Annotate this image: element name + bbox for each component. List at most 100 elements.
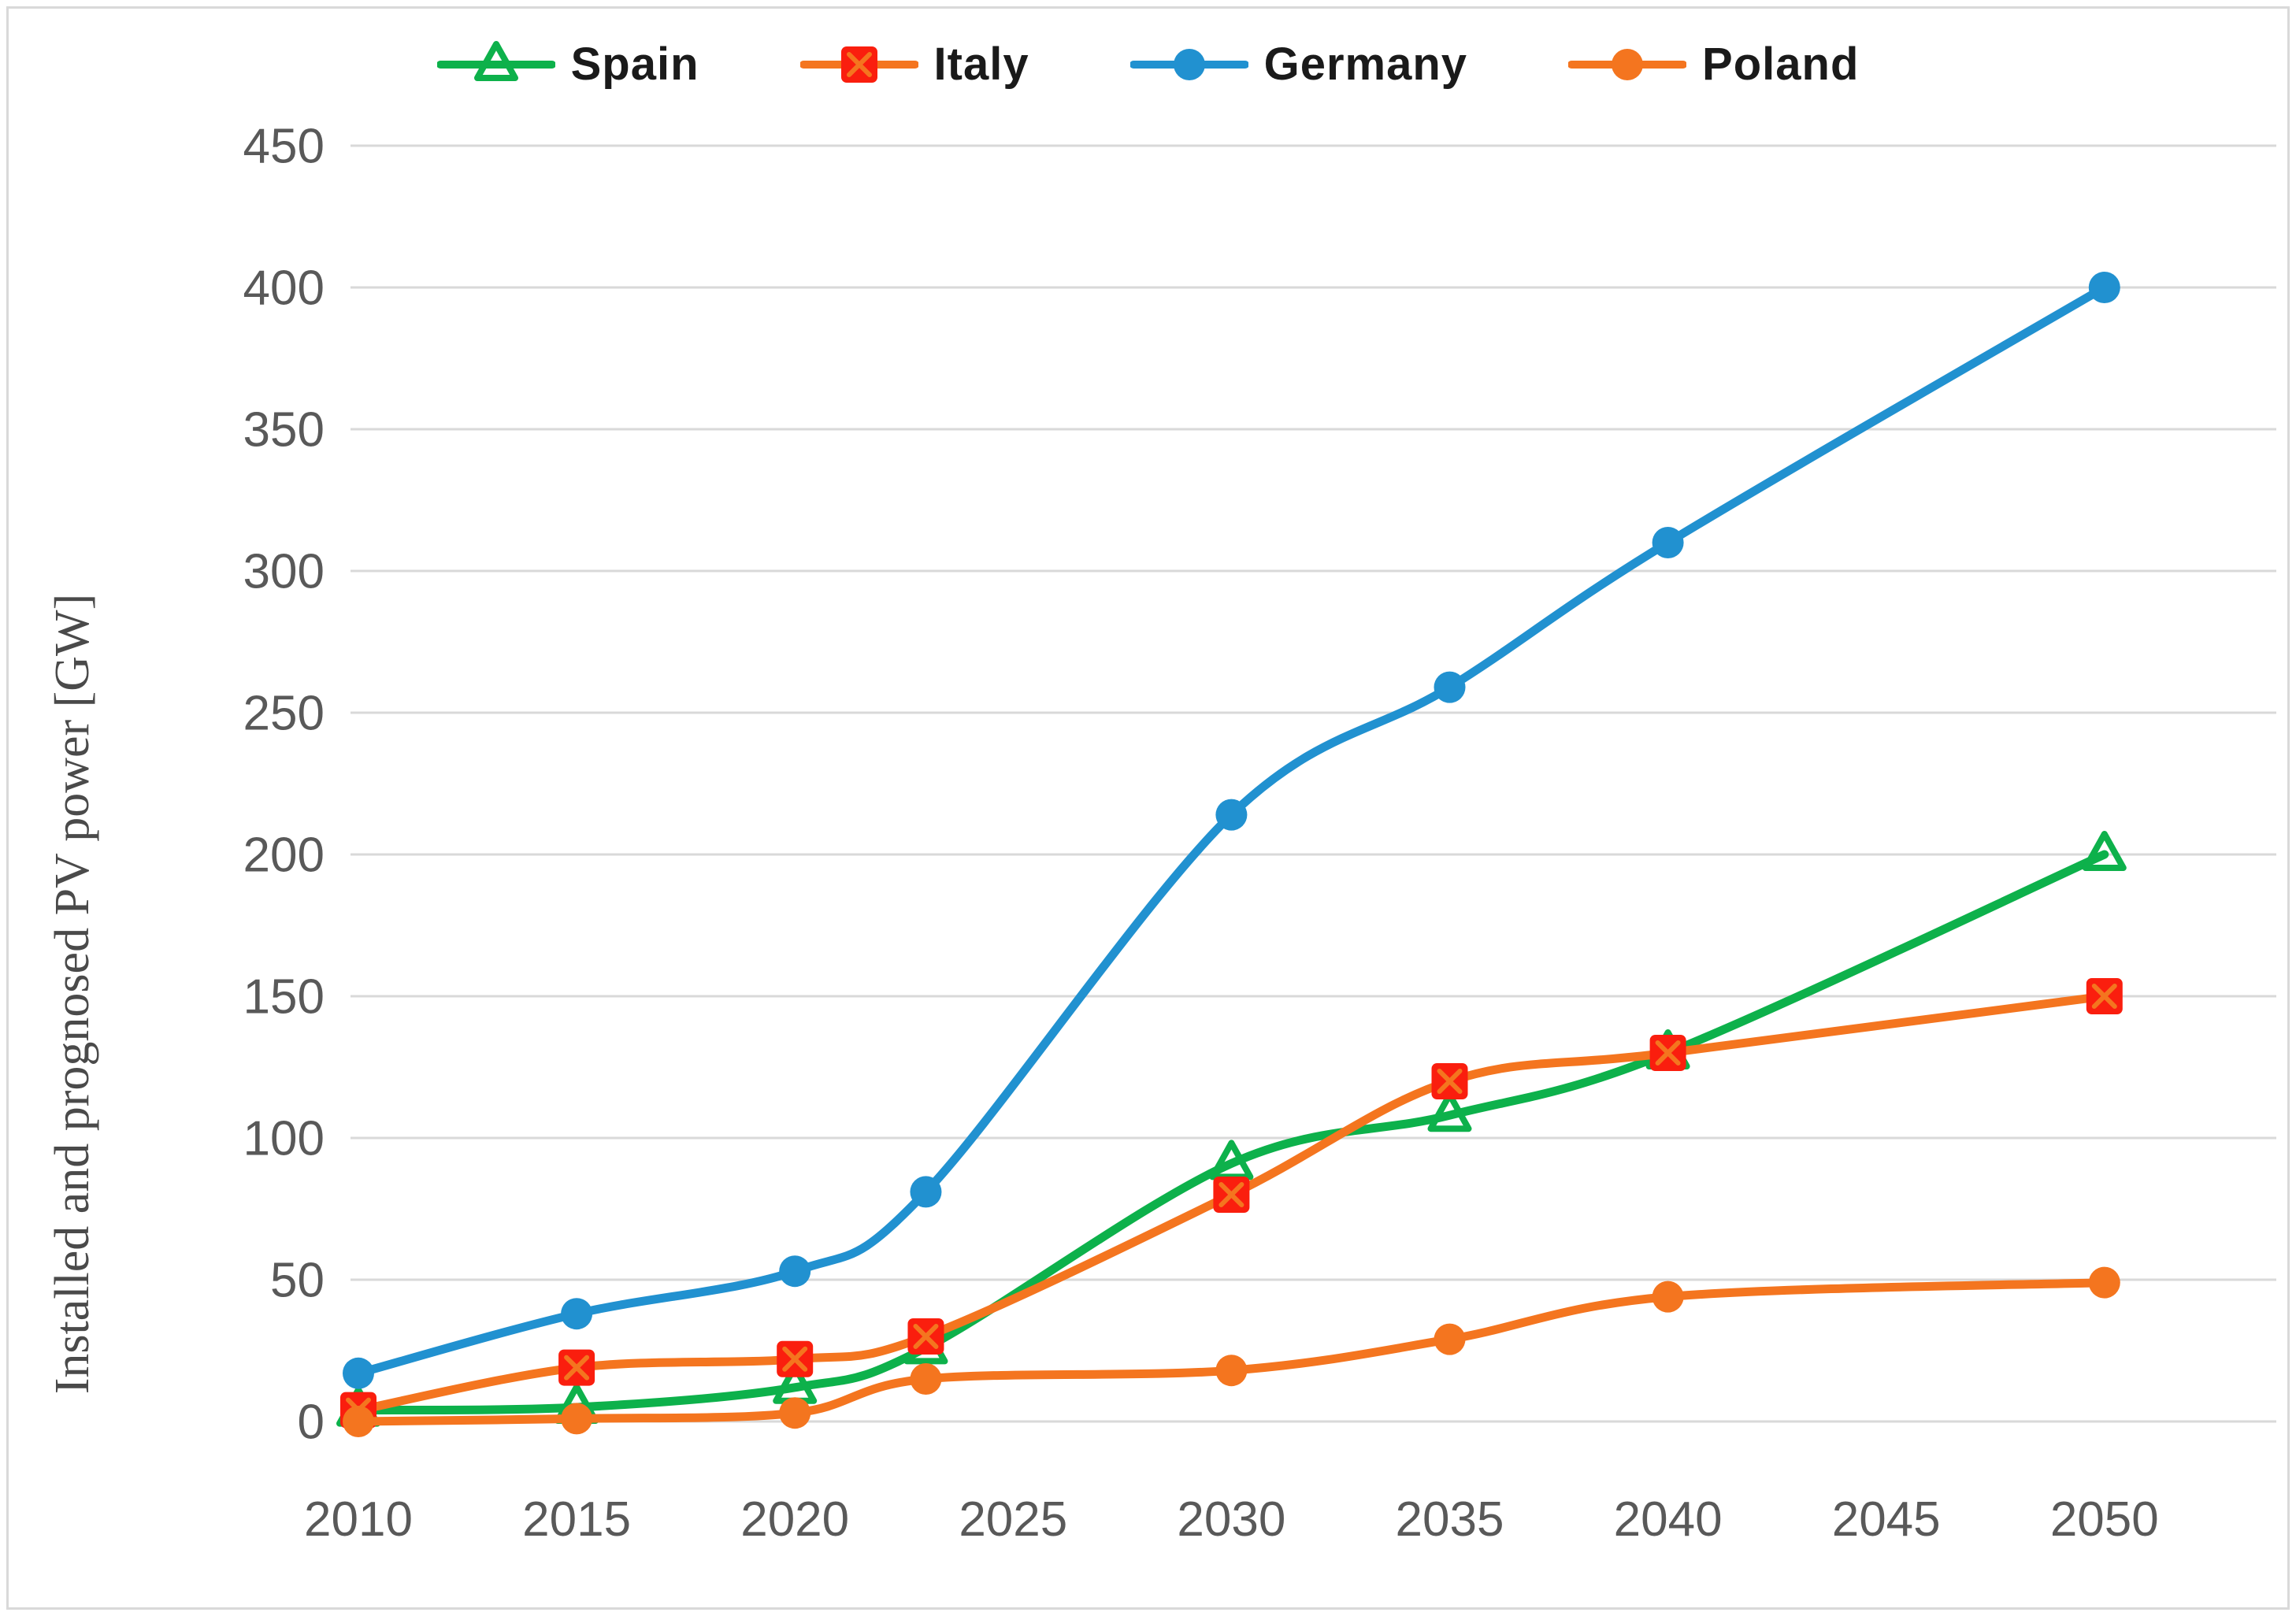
marker-spain-2050	[2082, 831, 2127, 871]
y-axis-tick-labels: 0 50 100 150 200 250 300 350 400 450	[243, 120, 325, 1450]
y-tick-label: 50	[270, 1254, 325, 1308]
marker-germany-2010	[343, 1357, 374, 1389]
y-tick-label: 350	[243, 403, 325, 458]
marker-italy-2035	[1431, 1063, 1468, 1099]
x-tick-label: 2045	[1832, 1492, 1941, 1547]
marker-germany-2015	[561, 1298, 593, 1330]
x-tick-label: 2010	[304, 1492, 413, 1547]
triangle-marker	[473, 40, 518, 81]
marker-germany-2023	[910, 1176, 942, 1208]
circle-marker	[1652, 527, 1684, 558]
marker-poland-2040	[1652, 1281, 1684, 1313]
x-tick-label: 2030	[1177, 1492, 1285, 1547]
circle-marker	[561, 1403, 593, 1435]
y-tick-label: 400	[243, 261, 325, 316]
marker-italy-2023	[907, 1318, 944, 1355]
chart-legend: Spain Italy Germany Poland	[0, 38, 2296, 91]
circle-marker	[1215, 1355, 1248, 1387]
circle-marker	[1434, 671, 1466, 703]
circle-marker	[561, 1298, 593, 1330]
x-tick-label: 2025	[959, 1492, 1067, 1547]
x-glyph	[846, 51, 872, 77]
series-line-poland	[354, 1278, 2109, 1426]
x-glyph	[564, 1355, 590, 1381]
x-axis-tick-labels: 2010 2015 2020 2025 2030 2035 2040 2045 2050	[304, 1492, 2159, 1547]
circle-marker	[343, 1357, 374, 1389]
legend-item-germany: Germany	[1129, 38, 1468, 91]
circle-marker	[1173, 48, 1205, 80]
y-tick-label: 450	[243, 120, 325, 174]
marker-poland-2015	[561, 1403, 593, 1435]
circle-marker	[779, 1397, 811, 1429]
y-tick-label: 300	[243, 545, 325, 599]
x-tick-label: 2020	[740, 1492, 849, 1547]
x-glyph	[913, 1324, 939, 1349]
marker-germany-2020	[779, 1255, 811, 1288]
marker-italy-2030	[1213, 1177, 1250, 1213]
y-tick-label: 100	[243, 1112, 325, 1166]
circle-legend-swatch-icon	[1129, 48, 1248, 80]
legend-label: Italy	[933, 39, 1029, 90]
square-x-legend-swatch-icon	[799, 46, 918, 83]
marker-germany-2030	[1215, 799, 1248, 831]
circle-marker	[343, 1406, 374, 1437]
marker-legend-germany-	[1173, 48, 1205, 80]
x-tick-label: 2015	[522, 1492, 631, 1547]
x-glyph	[1655, 1040, 1681, 1066]
marker-italy-2020	[777, 1340, 814, 1377]
circle-marker	[2088, 1266, 2120, 1299]
circle-marker	[779, 1255, 811, 1288]
marker-poland-2035	[1434, 1323, 1466, 1355]
legend-item-poland: Poland	[1568, 38, 1859, 91]
x-glyph	[782, 1346, 808, 1372]
marker-italy-2050	[2086, 978, 2123, 1014]
y-tick-label: 150	[243, 970, 325, 1025]
x-tick-label: 2035	[1396, 1492, 1504, 1547]
data-series	[336, 272, 2127, 1437]
circle-marker	[910, 1363, 942, 1395]
circle-legend-swatch-icon	[1568, 48, 1687, 80]
chart-figure-border	[6, 6, 2290, 1610]
marker-legend-italy-	[840, 46, 877, 83]
marker-italy-2040	[1649, 1035, 1686, 1071]
legend-label: Poland	[1702, 39, 1860, 90]
y-tick-label: 200	[243, 828, 325, 883]
gridlines	[351, 144, 2276, 1423]
legend-label: Spain	[570, 39, 699, 90]
marker-poland-2050	[2088, 1266, 2120, 1299]
marker-germany-2040	[1652, 527, 1684, 558]
marker-germany-2035	[1434, 671, 1466, 703]
y-tick-label: 250	[243, 687, 325, 741]
y-tick-label: 0	[298, 1395, 325, 1450]
marker-germany-2050	[2088, 272, 2120, 303]
marker-poland-2010	[343, 1406, 374, 1437]
triangle-open-legend-swatch-icon	[436, 40, 555, 81]
marker-poland-2020	[779, 1397, 811, 1429]
x-glyph	[2091, 984, 2117, 1009]
series-line-spain	[354, 850, 2109, 1415]
circle-marker	[2088, 272, 2120, 303]
x-glyph	[1218, 1182, 1244, 1207]
circle-marker	[1215, 799, 1248, 831]
marker-poland-2030	[1215, 1355, 1248, 1387]
series-line-germany	[354, 283, 2109, 1378]
legend-item-spain: Spain	[436, 38, 699, 91]
marker-italy-2015	[558, 1349, 595, 1386]
circle-marker	[1652, 1281, 1684, 1313]
marker-legend-poland-	[1612, 48, 1644, 80]
marker-poland-2023	[910, 1363, 942, 1395]
y-axis-title: Installed and prognosed PV power [GW]	[46, 594, 99, 1394]
legend-label: Germany	[1263, 39, 1468, 90]
circle-marker	[910, 1176, 942, 1208]
triangle-marker	[1427, 1092, 1472, 1132]
series-line-italy	[354, 991, 2109, 1415]
x-tick-label: 2050	[2050, 1492, 2159, 1547]
marker-legend-spain-	[473, 40, 518, 81]
x-glyph	[1437, 1069, 1463, 1094]
legend-item-italy: Italy	[799, 38, 1029, 91]
x-tick-label: 2040	[1614, 1492, 1723, 1547]
circle-marker	[1434, 1323, 1466, 1355]
circle-marker	[1612, 48, 1644, 80]
triangle-marker	[2082, 831, 2127, 871]
